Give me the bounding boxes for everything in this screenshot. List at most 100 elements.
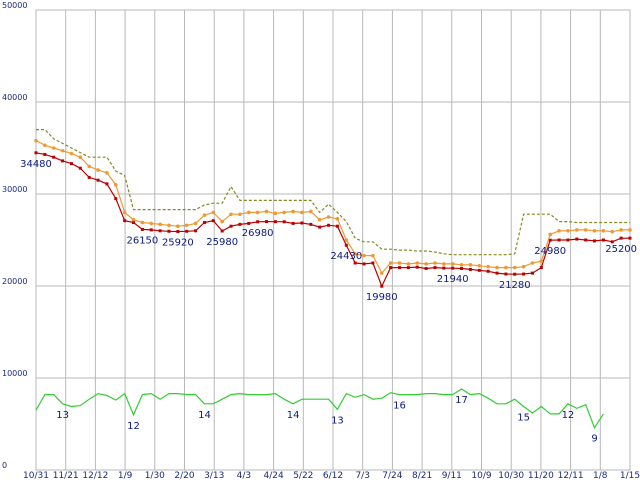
series-point-0 [619, 236, 623, 240]
series-point-1 [371, 253, 375, 258]
series-point-1 [486, 264, 490, 269]
y-tick-label: 40000 [2, 93, 27, 102]
series-point-1 [158, 222, 162, 227]
y-tick-label: 20000 [2, 277, 27, 286]
series-point-0 [69, 162, 73, 166]
series-point-0 [309, 222, 313, 226]
series-point-1 [149, 221, 154, 226]
series-point-1 [176, 224, 180, 228]
series-point-1 [87, 164, 91, 169]
series-point-0 [557, 238, 561, 242]
series-point-1 [309, 209, 313, 214]
series-point-0 [628, 236, 632, 240]
series-point-0 [273, 220, 277, 224]
series-point-1 [202, 213, 207, 217]
series-point-0 [185, 229, 189, 233]
series-point-1 [353, 252, 357, 256]
series-point-1 [34, 138, 38, 143]
series-point-1 [264, 209, 269, 214]
series-point-1 [300, 210, 304, 215]
x-tick-label: 7/24 [382, 471, 402, 480]
series-point-1 [255, 210, 260, 215]
series-point-0 [522, 272, 526, 276]
data-label: 14 [198, 410, 211, 421]
series-point-1 [530, 261, 535, 265]
series-point-1 [512, 265, 517, 270]
series-point-1 [96, 168, 100, 172]
series-point-1 [113, 183, 118, 187]
series-point-0 [282, 220, 286, 224]
y-tick-label: 50000 [2, 1, 27, 10]
x-tick-label: 10/30 [498, 471, 524, 480]
data-label: 17 [455, 395, 468, 406]
series-point-1 [610, 229, 615, 234]
series-point-1 [131, 217, 136, 222]
series-point-1 [548, 232, 553, 237]
series-point-1 [282, 210, 287, 215]
series-point-0 [442, 266, 446, 270]
series-point-0 [140, 227, 144, 231]
y-tick-label: 10000 [2, 369, 27, 378]
series-point-1 [211, 210, 216, 215]
series-point-0 [344, 243, 348, 247]
x-tick-label: 9/11 [442, 471, 462, 480]
series-point-0 [610, 240, 614, 244]
series-point-0 [291, 221, 295, 225]
series-point-0 [451, 266, 455, 270]
series-point-0 [353, 261, 357, 265]
series-point-1 [291, 209, 295, 214]
x-tick-label: 10/31 [23, 471, 49, 480]
data-label: 24430 [330, 251, 362, 262]
series-point-1 [442, 262, 446, 266]
series-point-0 [194, 229, 198, 233]
data-label: 16 [393, 401, 406, 412]
series-point-0 [256, 220, 260, 224]
series-point-0 [406, 266, 410, 270]
x-tick-label: 2/20 [174, 471, 194, 480]
series-point-1 [69, 151, 74, 156]
series-point-0 [114, 197, 118, 201]
x-tick-label: 1/9 [118, 471, 133, 480]
series-point-1 [415, 261, 420, 265]
x-tick-label: 8/21 [412, 471, 432, 480]
series-point-0 [149, 228, 153, 232]
data-label: 25200 [605, 244, 637, 255]
series-point-1 [592, 229, 597, 233]
series-point-0 [158, 229, 162, 233]
data-label: 26150 [126, 235, 158, 246]
series-point-0 [87, 175, 91, 179]
series-point-1 [229, 212, 233, 217]
series-point-0 [468, 267, 472, 271]
series-point-0 [371, 261, 375, 265]
series-point-0 [318, 225, 322, 229]
series-point-1 [557, 229, 561, 233]
series-point-0 [460, 267, 464, 271]
series-point-0 [96, 178, 100, 182]
x-tick-label: 12/11 [558, 471, 584, 480]
series-point-0 [52, 155, 56, 159]
series-point-0 [176, 230, 180, 234]
series-point-1 [246, 210, 251, 215]
series-point-0 [486, 269, 490, 273]
series-point-0 [415, 265, 419, 269]
series-point-1 [193, 221, 198, 226]
data-label: 12 [562, 410, 575, 421]
series-point-1 [601, 229, 606, 233]
series-point-0 [584, 238, 588, 242]
data-label: 12 [127, 421, 140, 432]
series-point-1 [477, 263, 482, 268]
data-label: 24980 [534, 246, 566, 257]
x-tick-label: 11/20 [528, 471, 554, 480]
series-point-0 [539, 266, 543, 270]
data-label: 26980 [242, 228, 274, 239]
series-point-0 [513, 272, 517, 276]
series-point-1 [238, 212, 242, 217]
series-point-1 [167, 223, 171, 228]
series-point-0 [327, 223, 331, 227]
series-point-1 [379, 271, 384, 275]
series-point-0 [530, 271, 534, 275]
x-tick-label: 11/21 [53, 471, 79, 480]
series-point-1 [184, 223, 189, 228]
